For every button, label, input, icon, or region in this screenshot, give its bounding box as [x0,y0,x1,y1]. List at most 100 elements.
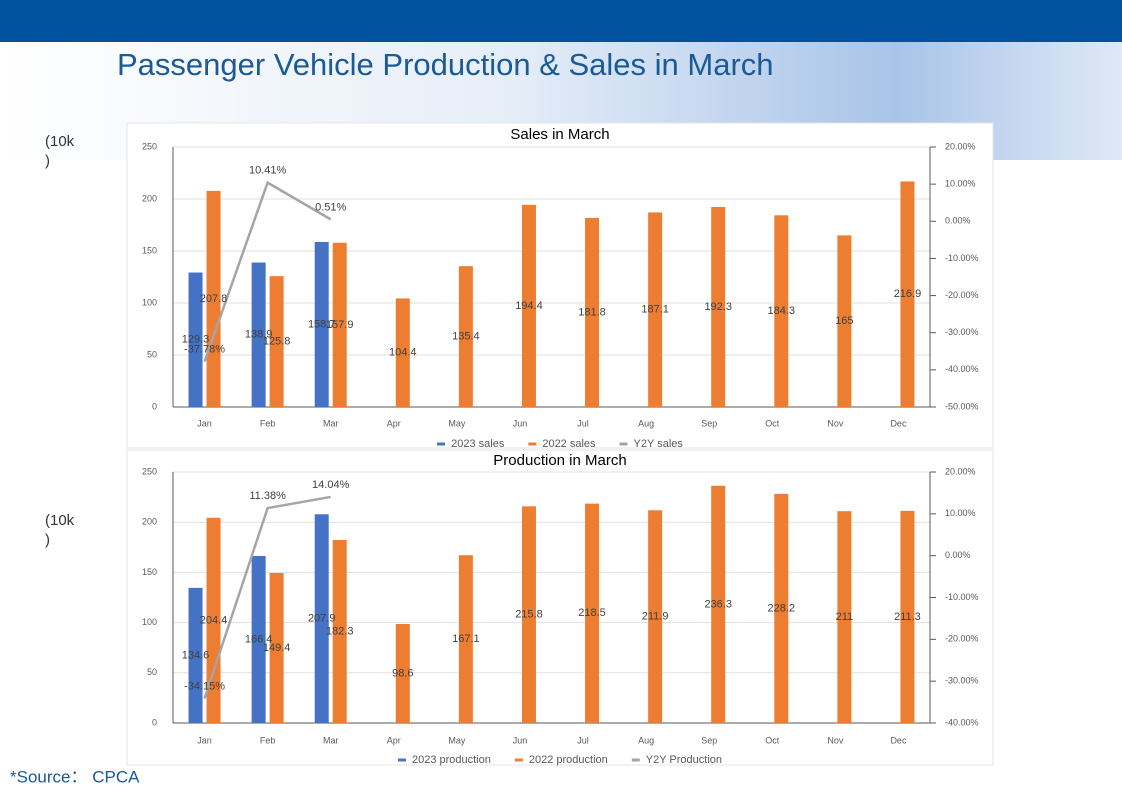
bar-label: 211.9 [642,611,669,623]
x-tick-label: Apr [387,418,401,428]
bar-label: 165 [835,315,853,327]
bar-label: 204.4 [200,614,228,626]
x-tick-label: Jul [577,418,589,428]
bar [774,493,789,723]
bar-label: 167.1 [452,633,480,645]
bar-label: 166.4 [245,633,273,645]
x-tick-label: Feb [260,418,276,428]
y2-tick-label: -10.00% [945,592,979,602]
x-tick-label: Dec [890,418,907,428]
bar-label: 236.3 [704,598,732,610]
x-tick-label: Sep [701,418,717,428]
x-tick-label: Jul [577,735,589,745]
bar [774,215,789,407]
bar [458,555,473,723]
y2-tick-label: 10.00% [945,508,976,518]
bar [711,485,726,723]
bar [585,503,600,723]
y-tick-label: 50 [147,349,157,359]
bar [332,242,347,407]
x-tick-label: May [448,418,466,428]
y-tick-label: 0 [152,717,157,727]
bar [900,181,915,407]
x-tick-label: Sep [701,735,717,745]
x-tick-label: Nov [827,418,844,428]
line-label: -37.78% [184,344,225,356]
bar-label: 228.2 [768,602,796,614]
chart-title: Sales in March [510,126,609,143]
y-tick-label: 50 [147,667,157,677]
y-tick-label: 0 [152,401,157,411]
bar [206,190,221,407]
bar [900,510,915,723]
bar-label: 125.8 [263,335,291,347]
x-tick-label: Aug [638,418,654,428]
x-tick-label: Aug [638,735,654,745]
bar [251,555,266,723]
y-tick-label: 250 [142,141,157,151]
bar-label: 215.8 [515,609,543,621]
y2-tick-label: -30.00% [945,676,979,686]
bar-label: 134.6 [182,649,210,661]
bar [314,241,329,407]
bar-label: 207.8 [200,293,228,305]
unit-label: (10k) [45,133,75,170]
bar-label: 158.7 [308,318,336,330]
bar-label: 184.3 [768,305,796,317]
x-tick-label: Oct [765,418,780,428]
bar-label: 104.4 [389,347,417,359]
bar-label: 129.3 [182,334,210,346]
x-tick-label: Mar [323,735,339,745]
bar [648,510,663,723]
bar-label: 135.4 [452,330,480,342]
y2-tick-label: -10.00% [945,253,979,263]
bar [395,624,410,723]
y2y-line [203,180,332,363]
bar [521,506,536,723]
y2-tick-label: 0.00% [945,216,971,226]
x-tick-label: May [448,735,466,745]
source-note: *Source： CPCA [10,767,140,786]
y2-tick-label: -20.00% [945,290,979,300]
y2y-line [203,495,331,699]
bar [269,276,284,407]
bar [711,207,726,407]
x-tick-label: Nov [827,735,844,745]
bar-label: 182.3 [326,625,354,637]
line-label: 0.51% [315,201,346,213]
y2-tick-label: 0.00% [945,550,971,560]
y2-tick-label: -40.00% [945,717,979,727]
y2-tick-label: 20.00% [945,141,976,151]
y-tick-label: 200 [142,193,157,203]
y-tick-label: 150 [142,567,157,577]
line-label: 10.41% [249,165,287,177]
bar [251,262,266,407]
bar [837,511,852,723]
y-tick-label: 100 [142,297,157,307]
y-tick-label: 200 [142,517,157,527]
x-tick-label: Jan [197,735,212,745]
unit-label: (10k) [45,512,75,549]
bar-label: 216.9 [894,288,922,300]
x-tick-label: Apr [387,735,401,745]
x-tick-label: Mar [323,418,339,428]
bar [585,217,600,407]
header-band [0,0,1122,42]
bar [314,514,329,723]
x-tick-label: Oct [765,735,780,745]
bar [458,266,473,407]
x-tick-label: Feb [260,735,276,745]
bar-label: 138.9 [245,329,273,341]
bar-label: 211.3 [894,611,921,623]
bar [648,212,663,407]
chart-title: Production in March [493,452,626,469]
bar [521,204,536,407]
bar-label: 192.3 [704,301,732,313]
bar-label: 187.1 [641,304,669,316]
bar-label: 207.9 [308,613,336,625]
bar-label: 157.9 [326,319,354,331]
line-label: 14.04% [312,479,350,491]
y2-tick-label: -50.00% [945,401,979,411]
